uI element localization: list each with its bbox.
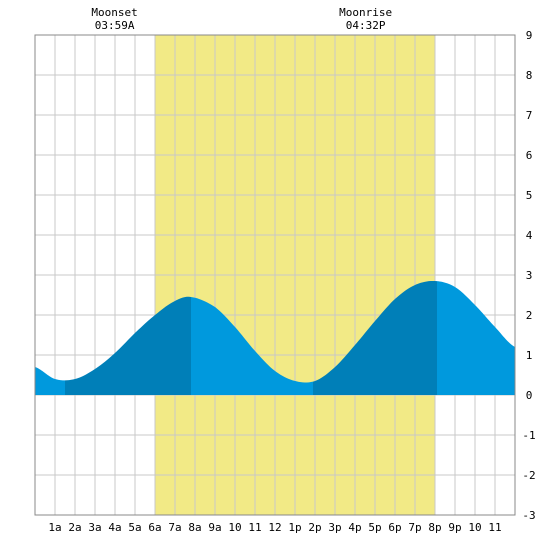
x-tick-label: 6p bbox=[388, 521, 401, 534]
tide-area-falling bbox=[35, 367, 65, 395]
y-tick-label: 7 bbox=[526, 109, 533, 122]
y-tick-label: 2 bbox=[526, 309, 533, 322]
moon-event-time: 04:32P bbox=[346, 19, 386, 32]
y-tick-label: -1 bbox=[522, 429, 535, 442]
x-tick-label: 7a bbox=[168, 521, 181, 534]
y-tick-label: 6 bbox=[526, 149, 533, 162]
x-tick-label: 5p bbox=[368, 521, 381, 534]
x-tick-label: 2a bbox=[68, 521, 81, 534]
x-tick-label: 11 bbox=[248, 521, 261, 534]
grid-layer bbox=[35, 34, 515, 516]
y-tick-label: -2 bbox=[522, 469, 535, 482]
x-tick-label: 4a bbox=[108, 521, 121, 534]
moon-event-label: Moonset bbox=[91, 6, 137, 19]
labels-layer: 1a 2a 3a 4a 5a 6a 7a 8a 9a 10 11 12 1p 2p 3p 4p 5p 6p 7p 8p… bbox=[48, 6, 535, 534]
y-tick-label: 1 bbox=[526, 349, 533, 362]
y-tick-label: 3 bbox=[526, 269, 533, 282]
tide-area-rising bbox=[65, 296, 191, 395]
frame-layer bbox=[34, 34, 516, 516]
x-tick-label: 9a bbox=[208, 521, 221, 534]
y-tick-label: 5 bbox=[526, 189, 533, 202]
x-tick-label: 4p bbox=[348, 521, 361, 534]
plot-border bbox=[34, 34, 516, 516]
moon-event-time: 03:59A bbox=[95, 19, 135, 32]
x-tick-label: 9p bbox=[448, 521, 461, 534]
x-tick-label: 8a bbox=[188, 521, 201, 534]
y-tick-label: 0 bbox=[526, 389, 533, 402]
tide-area-falling bbox=[191, 297, 313, 395]
y-tick-label: 8 bbox=[526, 69, 533, 82]
x-tick-label: 7p bbox=[408, 521, 421, 534]
x-tick-label: 11 bbox=[488, 521, 501, 534]
moon-event-label: Moonrise bbox=[339, 6, 392, 19]
y-tick-label: 9 bbox=[526, 29, 533, 42]
x-tick-label: 10 bbox=[468, 521, 481, 534]
x-tick-label: 1p bbox=[288, 521, 301, 534]
x-tick-label: 5a bbox=[128, 521, 141, 534]
y-tick-label: -3 bbox=[522, 509, 535, 522]
tide-area-falling bbox=[437, 281, 515, 395]
x-tick-label: 10 bbox=[228, 521, 241, 534]
tide-area-layer bbox=[35, 280, 515, 395]
x-tick-label: 8p bbox=[428, 521, 441, 534]
x-tick-label: 2p bbox=[308, 521, 321, 534]
y-tick-label: 4 bbox=[526, 229, 533, 242]
x-tick-label: 3a bbox=[88, 521, 101, 534]
tide-area-rising bbox=[313, 280, 437, 395]
x-tick-label: 3p bbox=[328, 521, 341, 534]
x-tick-label: 12 bbox=[268, 521, 281, 534]
x-tick-label: 1a bbox=[48, 521, 61, 534]
x-tick-label: 6a bbox=[148, 521, 161, 534]
